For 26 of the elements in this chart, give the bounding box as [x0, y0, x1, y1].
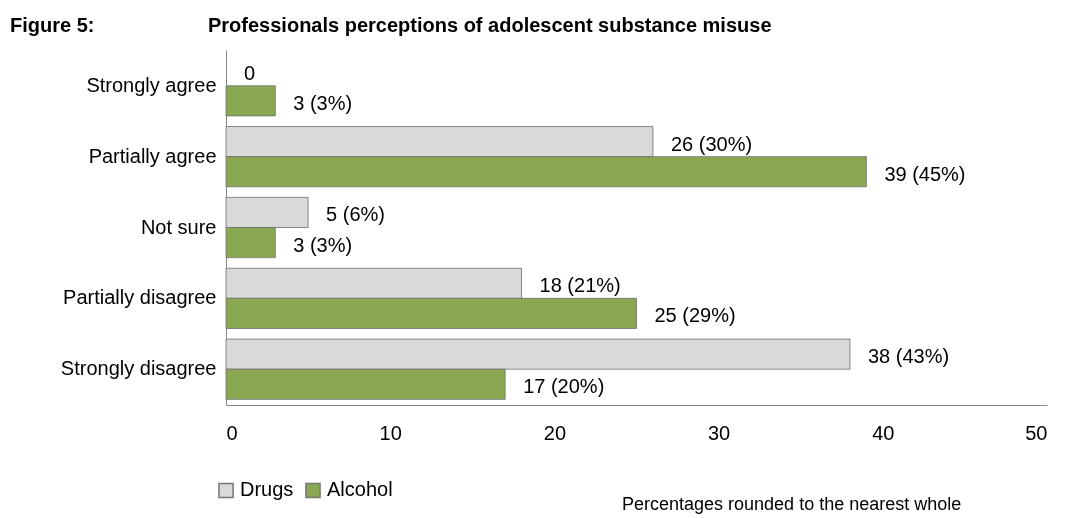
- y-tick-label: Partially disagree: [63, 286, 217, 309]
- y-tick-label: Strongly agree: [86, 73, 217, 96]
- data-label: 0: [244, 61, 256, 84]
- x-tick-label: 0: [226, 421, 238, 444]
- y-tick-label: Partially agree: [88, 144, 217, 167]
- text: Figure 5:: [10, 14, 95, 37]
- y-tick-label: Not sure: [140, 215, 217, 238]
- data-label: 5 (6%): [326, 203, 386, 226]
- x-tick-label: 40: [872, 421, 895, 444]
- data-label: 18 (21%): [539, 274, 621, 297]
- data-label: 17 (20%): [523, 375, 605, 398]
- data-label: 25 (29%): [654, 304, 736, 327]
- x-tick-label: 30: [707, 421, 731, 444]
- text: Percentages rounded to the nearest whole: [622, 494, 962, 515]
- x-tick-label: 50: [1025, 421, 1048, 444]
- data-label: 39 (45%): [884, 162, 966, 185]
- y-tick-label: Strongly disagree: [60, 357, 217, 380]
- data-label: 26 (30%): [670, 132, 753, 155]
- x-tick-label: 10: [379, 421, 402, 444]
- legend-label: Drugs: [240, 478, 294, 501]
- data-label: 3 (3%): [293, 233, 353, 256]
- legend-label: Alcohol: [327, 478, 393, 501]
- chart-subtitle: Professionals perceptions of adolescent substance misuse: [208, 14, 772, 37]
- data-label: 3 (3%): [293, 91, 353, 114]
- data-label: 38 (43%): [867, 345, 950, 368]
- x-tick-label: 20: [543, 421, 567, 444]
